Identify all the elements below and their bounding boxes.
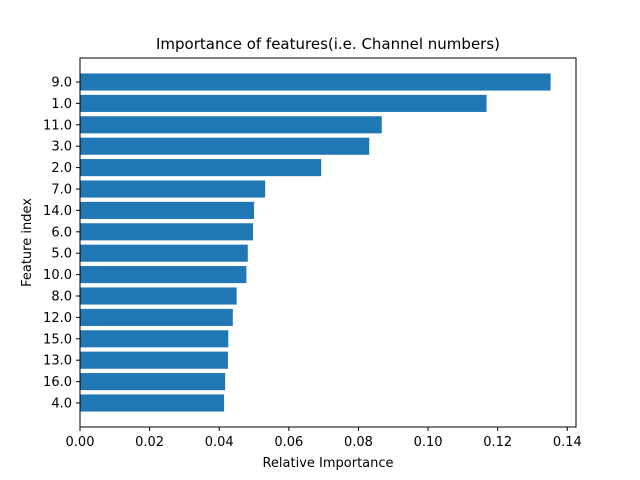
bar-11.0 [80,116,382,134]
x-axis-ticks: 0.00 0.02 0.04 0.06 0.08 0.10 0.12 0.14 [66,427,582,450]
y-tick-label: 16.0 [43,375,72,390]
bar-8.0 [80,287,237,305]
bar-1.0 [80,94,487,112]
x-tick-label: 0.12 [483,435,512,450]
bar-14.0 [80,201,255,219]
bar-10.0 [80,266,247,284]
x-tick-label: 0.06 [274,435,303,450]
bar-5.0 [80,244,248,262]
y-tick-label: 14.0 [43,204,72,219]
bar-16.0 [80,373,226,391]
bar-12.0 [80,308,233,326]
y-tick-label: 5.0 [51,247,72,262]
y-tick-label: 8.0 [51,290,72,305]
y-tick-label: 11.0 [43,118,72,133]
x-tick-label: 0.04 [205,435,234,450]
y-tick-label: 10.0 [43,268,72,283]
chart-title: Importance of features(i.e. Channel numb… [156,35,500,53]
y-tick-label: 15.0 [43,332,72,347]
x-axis-label: Relative Importance [262,456,393,471]
y-tick-label: 7.0 [51,183,72,198]
y-tick-label: 4.0 [51,397,72,412]
x-tick-label: 0.02 [135,435,164,450]
bar-3.0 [80,137,370,155]
x-tick-label: 0.00 [66,435,95,450]
bar-2.0 [80,159,322,177]
y-tick-label: 2.0 [51,161,72,176]
x-tick-label: 0.08 [344,435,373,450]
y-axis-label: Feature index [20,198,35,287]
y-tick-label: 1.0 [51,97,72,112]
y-axis-ticks: 9.0 1.0 11.0 3.0 2.0 7.0 14.0 6.0 5.0 10.0 8.0 12.0… [43,76,80,412]
plot-frame [79,57,577,428]
bar-9.0 [80,73,551,91]
bar-13.0 [80,351,228,369]
bar-6.0 [80,223,253,241]
bar-7.0 [80,180,266,198]
y-tick-label: 3.0 [51,140,72,155]
y-tick-label: 9.0 [51,76,72,91]
bar-15.0 [80,330,229,348]
y-tick-label: 6.0 [51,225,72,240]
x-tick-label: 0.10 [414,435,443,450]
bar-4.0 [80,394,225,412]
x-tick-label: 0.14 [553,435,582,450]
y-tick-label: 13.0 [43,354,72,369]
y-tick-label: 12.0 [43,311,72,326]
bars-group [80,73,551,412]
